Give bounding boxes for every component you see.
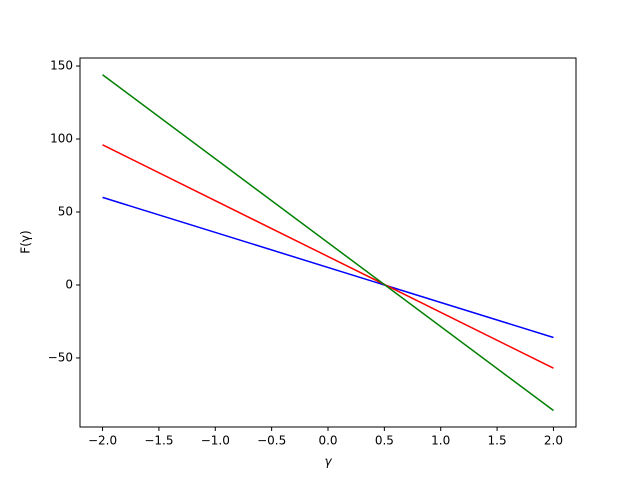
x-tick-label: −1.5: [144, 434, 173, 448]
x-tick-label: 1.5: [488, 434, 507, 448]
y-tick-label: 100: [50, 132, 73, 146]
x-tick-label: −0.5: [257, 434, 286, 448]
data-line: [102, 196, 554, 339]
data-line: [102, 74, 554, 412]
x-tick-label: 2.0: [544, 434, 563, 448]
data-line: [102, 144, 554, 369]
x-axis-label: γ: [324, 455, 332, 469]
x-tick-label: −2.0: [88, 434, 117, 448]
x-tick-label: 0.0: [318, 434, 337, 448]
y-tick-label: 150: [50, 59, 73, 73]
y-axis-label: F(γ): [19, 230, 33, 253]
x-tick-label: 0.5: [375, 434, 394, 448]
y-tick-label: 0: [65, 277, 73, 291]
y-tick-label: −50: [48, 350, 73, 364]
y-tick-label: 50: [58, 204, 73, 218]
x-tick-label: 1.0: [431, 434, 450, 448]
x-tick-label: −1.0: [201, 434, 230, 448]
